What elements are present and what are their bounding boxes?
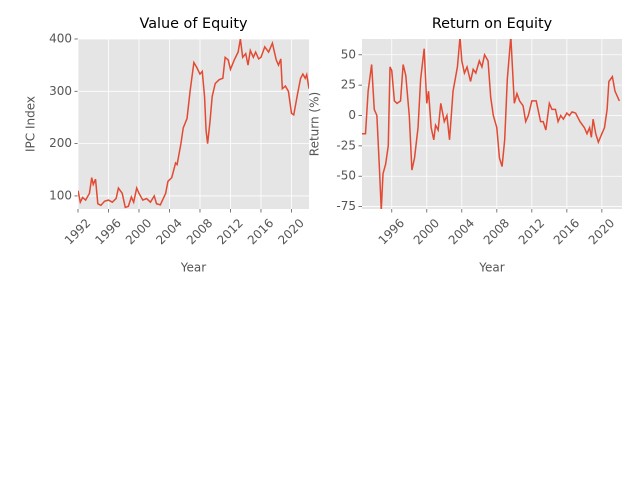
y-tick-label: -50 [336, 169, 356, 183]
y-tick-label: 0 [348, 108, 356, 122]
plot-area [362, 39, 622, 209]
subplot: -75 -50 -25 0 25 50 1996 2000 2004 2008 2012 2016 20… [308, 16, 622, 275]
y-tick-label: 200 [49, 136, 72, 150]
data-line [78, 39, 309, 209]
x-tick-label: 2012 [516, 216, 547, 247]
data-line [362, 39, 621, 209]
x-tick-label: 2020 [275, 216, 306, 247]
y-axis-label: Return (%) [308, 92, 322, 156]
y-tick-label: 50 [341, 47, 356, 61]
x-tick-label: 2000 [123, 216, 154, 247]
chart-title: Value of Equity [139, 16, 248, 32]
x-tick-label: 2016 [551, 216, 582, 247]
x-tick-label: 2004 [153, 216, 184, 247]
y-tick-label: 400 [49, 32, 72, 46]
x-tick-label: 1996 [92, 216, 123, 247]
y-axis-label: IPC Index [24, 96, 38, 152]
y-tick-label: -75 [336, 199, 356, 213]
subplot: 100 200 300 400 1992199620002004200820122016… [24, 16, 309, 275]
y-tick-label: 100 [49, 188, 72, 202]
x-tick-label: 2000 [411, 216, 442, 247]
x-tick-label: 2008 [184, 216, 215, 247]
y-tick-label: 25 [341, 78, 356, 92]
x-tick-label: 1992 [62, 216, 93, 247]
x-tick-label: 2016 [245, 216, 276, 247]
x-axis-label: Year [478, 261, 504, 275]
x-tick-label: 2012 [214, 216, 245, 247]
x-tick-label: 2004 [446, 216, 477, 247]
x-axis-label: Year [180, 261, 206, 275]
chart-title: Return on Equity [432, 16, 553, 32]
x-tick-label: 2008 [481, 216, 512, 247]
y-tick-label: -25 [336, 138, 356, 152]
x-tick-label: 1996 [376, 216, 407, 247]
x-tick-label: 2020 [586, 216, 617, 247]
y-tick-label: 300 [49, 84, 72, 98]
